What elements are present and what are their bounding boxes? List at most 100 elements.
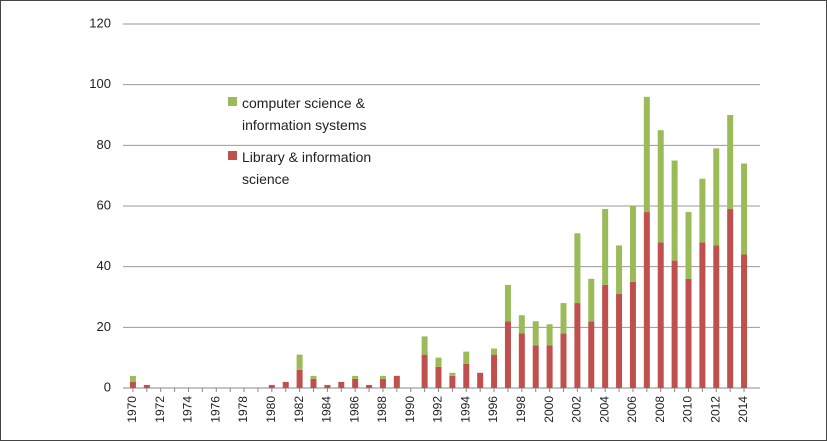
bar-segment: [366, 384, 373, 388]
bar-segment: [449, 372, 456, 376]
bar-segment: [713, 148, 720, 246]
x-tick-label: 1996: [486, 396, 500, 423]
legend-entry: Library & information science: [228, 146, 412, 190]
x-tick-label: 1978: [236, 396, 250, 423]
bar-segment: [463, 351, 470, 364]
bar-segment: [435, 357, 442, 367]
bar-segment: [296, 354, 303, 370]
x-tick-label: 1988: [375, 396, 389, 423]
bar-segment: [449, 375, 456, 388]
bar-segment: [713, 245, 720, 388]
x-tick-label: 1970: [125, 396, 139, 423]
bar-segment: [699, 178, 706, 243]
x-tick-label: 2014: [736, 396, 750, 423]
x-tick-label: 2002: [570, 396, 584, 423]
x-tick-label: 1992: [431, 396, 445, 423]
bar-segment: [685, 212, 692, 279]
bar-segment: [532, 345, 539, 388]
bar-segment: [643, 96, 650, 213]
bar-segment: [699, 242, 706, 388]
bar-segment: [143, 384, 150, 388]
bar-segment: [491, 348, 498, 355]
bar-segment: [532, 321, 539, 346]
legend-label: computer science & information systems: [242, 95, 367, 133]
bar-segment: [574, 233, 581, 304]
bar-segment: [518, 333, 525, 388]
bar-segment: [463, 363, 470, 388]
bar-segment: [379, 375, 386, 379]
x-tick-label: 2006: [625, 396, 639, 423]
bar-segment: [504, 284, 511, 322]
bar-segment: [393, 375, 400, 388]
bar-segment: [657, 130, 664, 243]
bar-segment: [602, 284, 609, 388]
bar-segment: [379, 378, 386, 388]
x-tick-label: 2000: [542, 396, 556, 423]
x-tick-label: 1980: [264, 396, 278, 423]
legend-swatch: [228, 97, 237, 106]
bar-segment: [685, 278, 692, 388]
x-tick-label: 1974: [181, 396, 195, 423]
bar-segment: [282, 381, 289, 388]
x-tick-label: 1984: [320, 396, 334, 423]
bar-segment: [629, 206, 636, 282]
bar-segment: [741, 254, 748, 388]
bar-segment: [546, 345, 553, 388]
y-tick-label: 100: [89, 76, 111, 91]
bar-segment: [546, 324, 553, 346]
legend-entry: computer science & information systems: [228, 92, 412, 136]
bar-segment: [268, 384, 275, 388]
bar-segment: [310, 378, 317, 388]
x-tick-label: 1990: [403, 396, 417, 423]
x-tick-label: 1976: [208, 396, 222, 423]
bar-segment: [657, 242, 664, 388]
bar-segment: [671, 260, 678, 388]
legend-swatch: [228, 151, 237, 160]
y-tick-label: 20: [97, 319, 111, 334]
bar-segment: [421, 354, 428, 388]
bar-segment: [338, 381, 345, 388]
bar-segment: [588, 278, 595, 322]
bar-segment: [643, 212, 650, 388]
bar-segment: [616, 293, 623, 388]
x-tick-label: 1986: [347, 396, 361, 423]
bar-segment: [352, 378, 359, 388]
y-tick-label: 40: [97, 258, 111, 273]
bar-segment: [324, 384, 331, 388]
bar-segment: [352, 375, 359, 379]
bar-segment: [602, 209, 609, 285]
bar-segment: [477, 372, 484, 388]
bar-segment: [518, 315, 525, 334]
bar-segment: [491, 354, 498, 388]
bar-segment: [435, 366, 442, 388]
x-tick-label: 2004: [597, 396, 611, 423]
bar-segment: [129, 381, 136, 388]
x-tick-label: 2008: [653, 396, 667, 423]
y-tick-label: 0: [104, 379, 111, 394]
y-tick-label: 120: [89, 15, 111, 30]
x-tick-label: 1998: [514, 396, 528, 423]
y-tick-label: 80: [97, 137, 111, 152]
bar-segment: [727, 209, 734, 388]
bar-segment: [504, 321, 511, 388]
bar-segment: [588, 321, 595, 388]
bar-segment: [671, 160, 678, 261]
bar-segment: [616, 245, 623, 294]
bar-segment: [421, 336, 428, 355]
bar-segment: [129, 375, 136, 382]
x-tick-label: 1972: [153, 396, 167, 423]
y-tick-label: 60: [97, 197, 111, 212]
x-tick-label: 1982: [292, 396, 306, 423]
x-tick-label: 2010: [681, 396, 695, 423]
bar-segment: [296, 369, 303, 388]
bar-segment: [310, 375, 317, 379]
bar-segment: [727, 115, 734, 210]
bar-segment: [560, 303, 567, 334]
bar-segment: [574, 303, 581, 388]
x-tick-label: 1994: [458, 396, 472, 423]
bar-segment: [741, 163, 748, 255]
x-tick-label: 2012: [708, 396, 722, 423]
legend-label: Library & information science: [242, 149, 372, 187]
